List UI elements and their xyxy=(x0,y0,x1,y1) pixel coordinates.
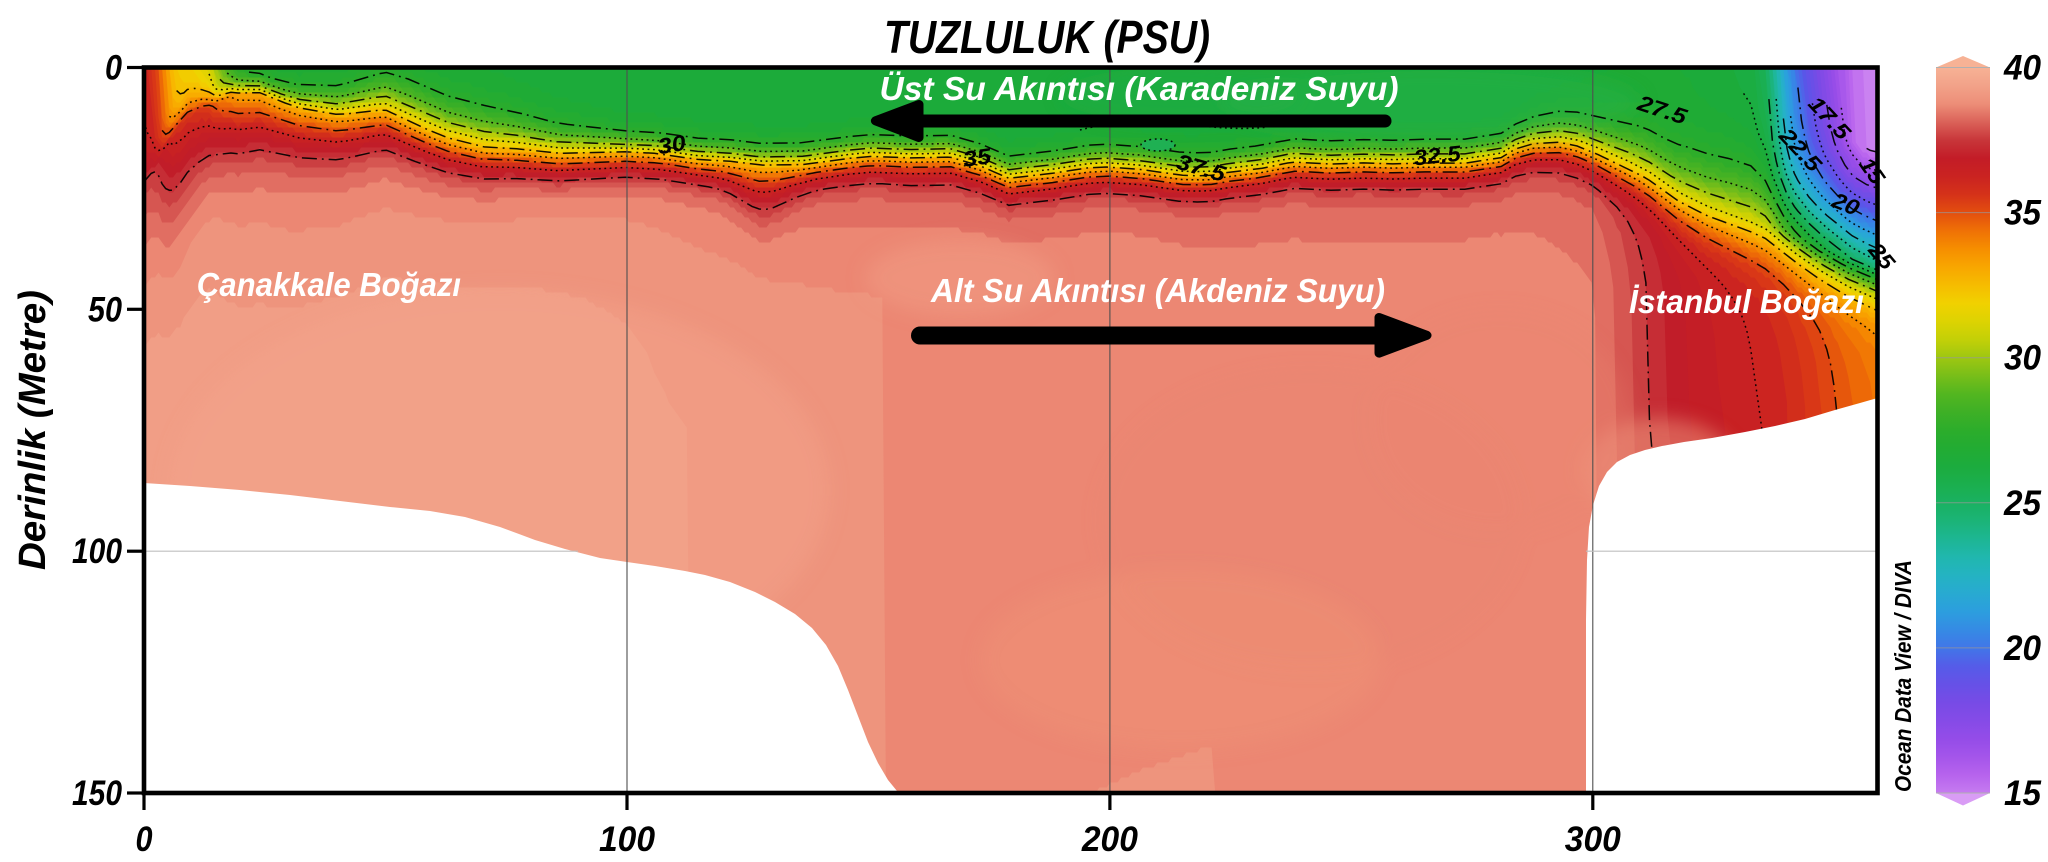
svg-text:100: 100 xyxy=(72,532,122,571)
svg-text:25: 25 xyxy=(2003,484,2041,523)
svg-text:TUZLULUK (PSU): TUZLULUK (PSU) xyxy=(884,11,1210,63)
svg-text:Derinlik (Metre): Derinlik (Metre) xyxy=(12,290,54,570)
svg-text:20: 20 xyxy=(2003,629,2041,668)
svg-text:200: 200 xyxy=(1081,820,1138,859)
svg-text:40: 40 xyxy=(2003,49,2041,88)
svg-text:35: 35 xyxy=(2004,194,2042,233)
svg-text:Üst Su Akıntısı (Karadeniz Suy: Üst Su Akıntısı (Karadeniz Suyu) xyxy=(880,70,1399,107)
svg-text:İstanbul Boğazı: İstanbul Boğazı xyxy=(1629,283,1864,320)
svg-text:300: 300 xyxy=(1565,820,1622,859)
svg-text:35: 35 xyxy=(961,143,993,172)
svg-text:Alt Su Akıntısı (Akdeniz Suyu): Alt Su Akıntısı (Akdeniz Suyu) xyxy=(930,272,1385,309)
svg-text:30: 30 xyxy=(656,130,689,160)
svg-text:Ocean Data View / DIVA: Ocean Data View / DIVA xyxy=(1890,560,1916,792)
svg-text:100: 100 xyxy=(599,820,656,859)
svg-text:0: 0 xyxy=(136,820,153,859)
svg-text:150: 150 xyxy=(72,774,122,813)
svg-text:Çanakkale Boğazı: Çanakkale Boğazı xyxy=(197,266,461,303)
svg-text:15: 15 xyxy=(2004,774,2042,813)
svg-text:30: 30 xyxy=(2004,339,2042,378)
svg-text:32.5: 32.5 xyxy=(1413,141,1463,171)
svg-text:50: 50 xyxy=(88,290,122,329)
svg-text:0: 0 xyxy=(105,49,122,88)
